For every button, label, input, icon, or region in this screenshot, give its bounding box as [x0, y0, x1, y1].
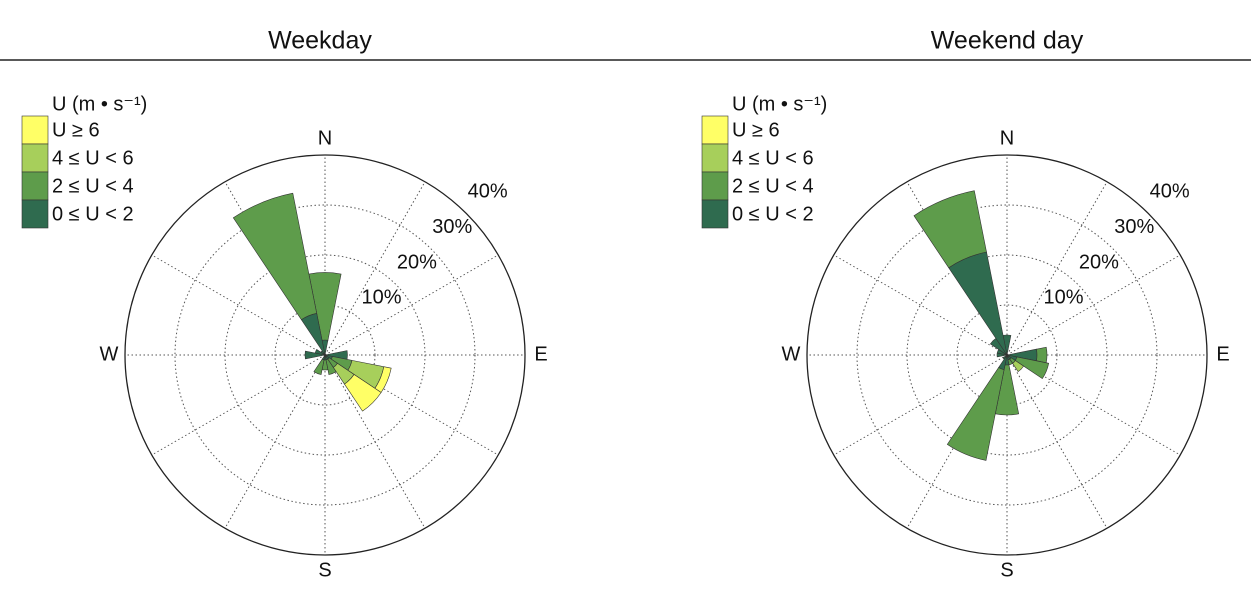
sector — [304, 350, 326, 360]
chart-title: Weekend day — [931, 27, 1084, 55]
sector — [946, 367, 1005, 461]
r-tick-label: 30% — [432, 216, 472, 238]
direction-label: W — [100, 343, 119, 365]
spoke — [324, 181, 426, 356]
sector — [1014, 356, 1050, 380]
sector — [1012, 360, 1025, 373]
legend-title: U (m • s⁻¹) — [732, 93, 827, 115]
legend-label: 0 ≤ U < 2 — [52, 203, 134, 225]
legend-swatch — [21, 143, 49, 173]
legend-label: 2 ≤ U < 4 — [52, 175, 134, 197]
grid-ring — [224, 254, 426, 456]
sector — [1002, 354, 1008, 360]
direction-label: S — [1000, 559, 1013, 581]
legend-label: 2 ≤ U < 4 — [732, 175, 814, 197]
direction-label: W — [782, 343, 801, 365]
legend-title: U (m • s⁻¹) — [52, 93, 147, 115]
legend-label: 0 ≤ U < 2 — [732, 203, 814, 225]
sector — [308, 272, 342, 341]
direction-label: N — [1000, 127, 1014, 149]
spoke — [1006, 254, 1181, 356]
legend-label: U ≥ 6 — [52, 119, 100, 141]
r-tick-label: 40% — [1150, 181, 1190, 203]
r-tick-label: 10% — [1044, 287, 1084, 309]
legend-swatch — [21, 171, 49, 201]
r-tick-label: 10% — [362, 287, 402, 309]
legend-swatch — [701, 143, 729, 173]
direction-label: N — [318, 127, 332, 149]
direction-label: E — [534, 343, 547, 365]
sector — [344, 374, 382, 412]
sector — [232, 192, 318, 321]
wind-rose: Weekday 10% 20% 30% 40% N E S W U (m • s⁻¹) U ≥ 6 4… — [21, 27, 548, 581]
sector — [1036, 346, 1048, 364]
legend-label: 4 ≤ U < 6 — [52, 147, 134, 169]
r-tick-label: 40% — [468, 181, 508, 203]
outer-ring — [806, 154, 1208, 556]
spoke — [833, 254, 1008, 356]
spoke — [324, 254, 499, 356]
legend-label: 4 ≤ U < 6 — [732, 147, 814, 169]
chart-title: Weekday — [268, 27, 372, 55]
direction-label: E — [1216, 343, 1229, 365]
wind-rose: Weekend day 10% 20% 30% 40% N E S W U (m • s⁻¹) U … — [701, 27, 1230, 581]
r-tick-label: 30% — [1114, 216, 1154, 238]
grid-ring — [956, 304, 1058, 406]
legend-swatch — [21, 199, 49, 229]
r-tick-label: 20% — [1079, 251, 1119, 273]
sector — [913, 190, 987, 269]
grid-ring — [174, 204, 476, 506]
grid-ring — [906, 254, 1108, 456]
outer-ring — [124, 154, 526, 556]
direction-label: S — [318, 559, 331, 581]
sector — [313, 358, 325, 375]
legend-swatch — [701, 199, 729, 229]
r-tick-label: 20% — [397, 251, 437, 273]
spoke — [1006, 181, 1108, 356]
legend-label: U ≥ 6 — [732, 119, 780, 141]
legend-swatch — [701, 115, 729, 145]
sector — [948, 251, 1008, 356]
legend-swatch — [701, 171, 729, 201]
grid-ring — [856, 204, 1158, 506]
spoke — [151, 254, 326, 356]
sector — [325, 358, 337, 375]
grid-ring — [274, 304, 376, 406]
legend-swatch — [21, 115, 49, 145]
